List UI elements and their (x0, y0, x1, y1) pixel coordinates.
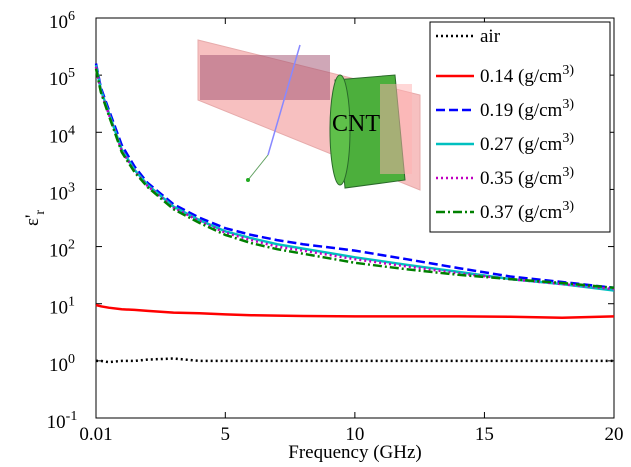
series-line (95, 303, 615, 319)
x-axis-label: Frequency (GHz) (288, 442, 421, 463)
cnt-illustration (197, 39, 421, 191)
legend-label: air (480, 26, 501, 47)
series-line (94, 63, 615, 290)
y-tick-label: 103 (49, 180, 75, 204)
series-line (94, 66, 615, 291)
y-label-sub: r (33, 210, 48, 215)
x-tick-label: 0.01 (79, 424, 112, 445)
y-tick-label: 10-1 (47, 409, 78, 433)
y-tick-label: 101 (49, 295, 75, 319)
annotation: CNT (332, 111, 380, 137)
y-tick-label: 104 (49, 123, 75, 147)
x-tick-label: 20 (605, 424, 624, 445)
legend-label: 0.27 (g/cm3) (480, 131, 574, 155)
x-tick-label: 10 (345, 424, 364, 445)
x-tick-label: 5 (221, 424, 231, 445)
series-line (94, 68, 615, 290)
legend-label: 0.37 (g/cm3) (480, 199, 574, 223)
y-tick-label: 105 (49, 66, 75, 90)
y-label-base: ε' (22, 215, 43, 226)
legend-label: 0.19 (g/cm3) (480, 97, 574, 121)
y-tick-label: 100 (49, 352, 75, 376)
y-tick-label: 102 (49, 238, 75, 262)
series-line (96, 357, 614, 364)
y-axis-label: ε'r (22, 210, 48, 226)
legend-box (429, 21, 611, 233)
legend-label: 0.35 (g/cm3) (480, 165, 574, 189)
x-tick-label: 15 (475, 424, 494, 445)
legend-label: 0.14 (g/cm3) (480, 63, 574, 87)
y-tick-label: 106 (49, 9, 75, 33)
